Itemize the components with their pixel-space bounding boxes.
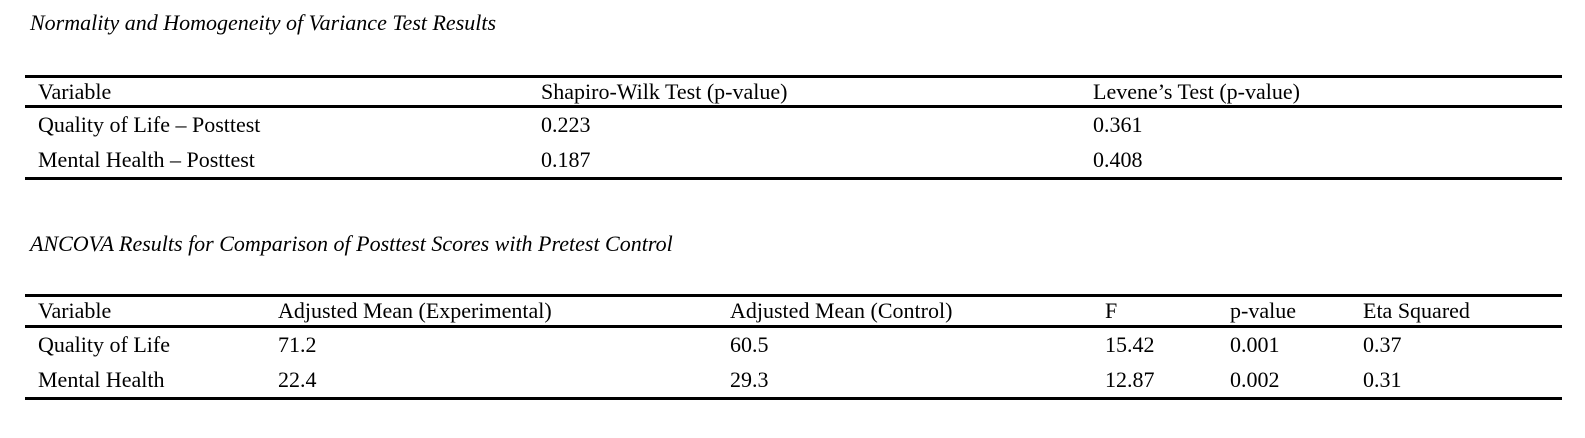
document-page: Normality and Homogeneity of Variance Te… <box>25 10 1562 400</box>
table-cell: 0.187 <box>541 146 591 172</box>
table-cell: 12.87 <box>1105 366 1155 392</box>
table-cell: 22.4 <box>278 366 317 392</box>
table-cell: 71.2 <box>278 332 317 358</box>
table-cell: 0.002 <box>1230 366 1280 392</box>
table-cell: Mental Health <box>38 366 165 392</box>
table-cell: 0.001 <box>1230 332 1280 358</box>
table-cell: Mental Health – Posttest <box>38 146 255 172</box>
normality-table-title: Normality and Homogeneity of Variance Te… <box>30 10 497 35</box>
ancova-results-table: Variable Adjusted Mean (Experimental) Ad… <box>25 294 1562 400</box>
table-row-mental-health-posttest: Mental Health – Posttest 0.187 0.408 <box>25 143 1562 179</box>
column-header-adjusted-mean-control: Adjusted Mean (Control) <box>730 298 953 323</box>
column-header-adjusted-mean-experimental: Adjusted Mean (Experimental) <box>278 298 552 323</box>
table-cell: Quality of Life – Posttest <box>38 112 261 138</box>
column-header-variable: Variable <box>38 298 112 323</box>
column-header-shapiro-wilk: Shapiro-Wilk Test (p-value) <box>541 78 788 104</box>
table-cell: 0.361 <box>1093 112 1143 138</box>
table-cell: 0.223 <box>541 112 591 138</box>
table-cell: Quality of Life <box>38 332 170 358</box>
table-row-quality-of-life-posttest: Quality of Life – Posttest 0.223 0.361 <box>25 107 1562 143</box>
column-header-levene: Levene’s Test (p-value) <box>1093 78 1300 104</box>
table-cell: 15.42 <box>1105 332 1155 358</box>
table-header-row: Variable Adjusted Mean (Experimental) Ad… <box>25 296 1562 327</box>
column-header-eta-squared: Eta Squared <box>1363 298 1470 323</box>
ancova-table-title: ANCOVA Results for Comparison of Posttes… <box>30 231 673 256</box>
table-cell: 0.37 <box>1363 332 1402 358</box>
table-cell: 0.408 <box>1093 146 1143 172</box>
table-cell: 29.3 <box>730 366 769 392</box>
column-header-f: F <box>1105 298 1118 323</box>
table-cell: 0.31 <box>1363 366 1402 392</box>
table-header-row: Variable Shapiro-Wilk Test (p-value) Lev… <box>25 77 1562 107</box>
table-row-mental-health: Mental Health 22.4 29.3 12.87 0.002 0.31 <box>25 363 1562 399</box>
normality-homogeneity-table: Variable Shapiro-Wilk Test (p-value) Lev… <box>25 75 1562 180</box>
table-cell: 60.5 <box>730 332 769 358</box>
column-header-variable: Variable <box>38 78 112 104</box>
table-row-quality-of-life: Quality of Life 71.2 60.5 15.42 0.001 0.… <box>25 327 1562 363</box>
column-header-p-value: p-value <box>1230 298 1296 323</box>
